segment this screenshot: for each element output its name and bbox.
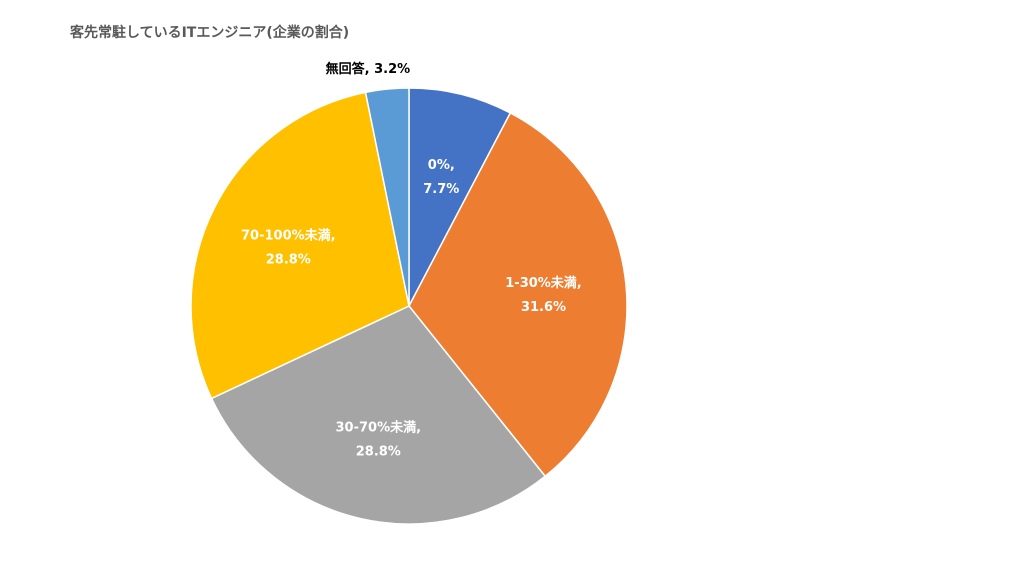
pie-label-line2: 7.7%: [423, 182, 459, 197]
pie-label-line2: 31.6%: [521, 300, 566, 315]
chart-title: 客先常駐しているITエンジニア(企業の割合): [70, 25, 350, 41]
pie-label-line1: 30-70%未満,: [336, 420, 422, 436]
pie-slice-4: [190, 91, 410, 400]
pie-slice-3: [210, 305, 547, 525]
pie-slice-5: [364, 87, 410, 307]
pie-slice-2: [408, 111, 628, 478]
pie-label-line2: 28.8%: [356, 445, 401, 460]
pie-label-3: 30-70%未満, 28.8%: [336, 420, 422, 460]
pie-labels: 0%, 7.7%1-30%未満, 31.6%30-70%未満, 28.8%70-100…: [241, 61, 582, 459]
pie-slice-1: [408, 87, 512, 307]
pie-label-2: 1-30%未満, 31.6%: [505, 275, 582, 315]
pie-label-5: 無回答, 3.2%: [326, 61, 411, 77]
pie-label-line1: 70-100%未満,: [241, 227, 336, 243]
pie-label-4: 70-100%未満, 28.8%: [241, 227, 336, 267]
pie-label-line2: 28.8%: [266, 252, 311, 267]
pie-slices: [190, 87, 628, 525]
pie-label-line1: 0%,: [428, 158, 455, 173]
pie-label-1: 0%, 7.7%: [423, 158, 459, 197]
pie-label-line1: 1-30%未満,: [505, 275, 582, 291]
